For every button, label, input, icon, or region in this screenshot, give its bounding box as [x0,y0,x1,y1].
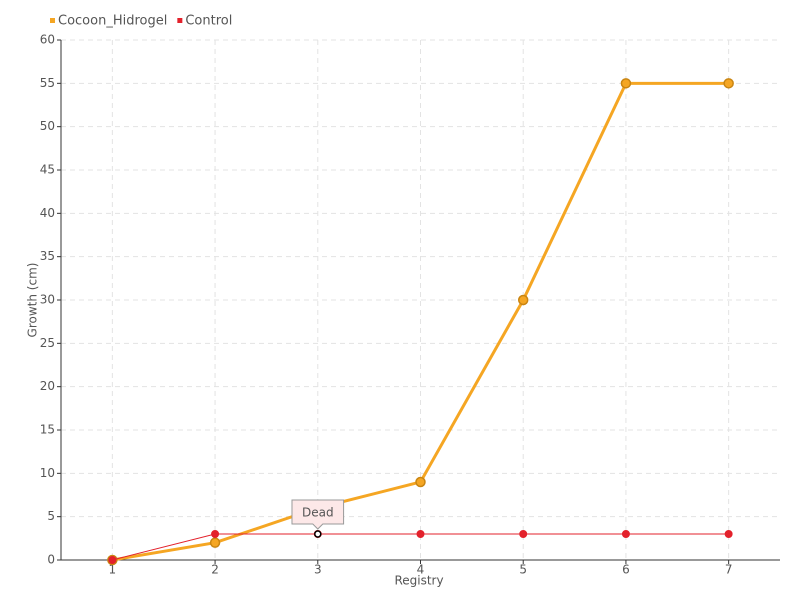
data-point [723,78,734,89]
x-tick-label: 6 [622,563,630,577]
legend-label: Control [185,14,232,29]
data-point [620,78,632,89]
y-tick-label: 5 [47,509,55,523]
data-point [416,530,425,538]
legend-label: Cocoon_Hidrogel [58,14,167,29]
tooltip: Dead [291,499,345,530]
y-axis-label: Growth (cm) [26,263,40,338]
data-point [621,530,630,538]
y-tick-label: 45 [40,163,55,177]
x-tick-label: 7 [725,563,733,577]
tooltip-box [291,499,345,530]
legend-swatch [50,18,55,23]
data-point [519,530,528,538]
data-point [108,556,117,564]
highlight-point [314,530,322,538]
y-tick-label: 60 [40,33,55,47]
y-tick-label: 15 [40,423,55,437]
data-point [211,530,220,538]
y-tick-label: 30 [40,293,55,307]
y-tick-label: 0 [47,553,55,567]
legend-swatch [177,18,183,23]
y-tick-label: 40 [40,206,55,220]
data-point [209,537,221,548]
x-tick-label: 2 [211,563,219,577]
x-tick-label: 5 [519,563,527,577]
y-tick-label: 50 [40,119,55,133]
y-tick-label: 10 [40,466,55,480]
x-tick-label: 3 [314,563,322,577]
data-point [724,530,733,538]
x-tick-label: 1 [109,563,117,577]
y-tick-label: 35 [40,249,55,263]
y-tick-label: 25 [40,336,55,350]
y-tick-label: 20 [40,379,55,393]
data-point [415,476,426,488]
data-point [517,294,529,306]
tooltip-label: Dead [302,506,334,520]
y-tick-label: 55 [40,76,55,90]
x-axis-label: Registry [394,574,443,588]
x-tick-label: 4 [417,563,425,577]
